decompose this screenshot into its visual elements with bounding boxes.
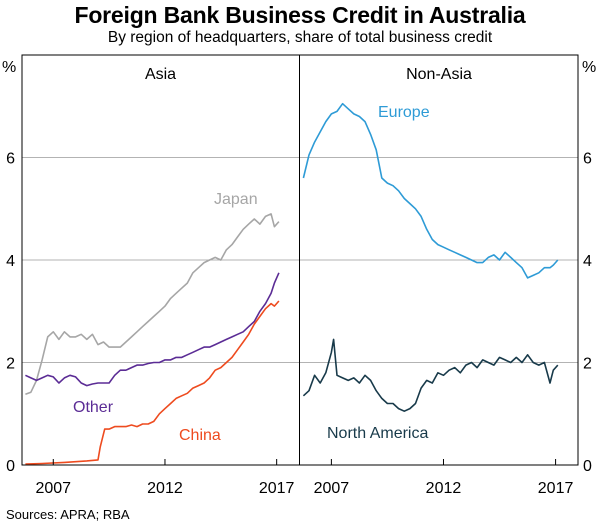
series-line-north-america bbox=[302, 338, 559, 412]
x-tick-label: 2017 bbox=[538, 480, 574, 497]
series-label-china: China bbox=[179, 427, 221, 444]
chart-labels: 2007 2012 2017 Asia 2007 2012 2017 Non-Asia 0 0 2 2… bbox=[2, 59, 596, 497]
y-tick-label-left: 2 bbox=[6, 356, 15, 373]
series-line-europe bbox=[302, 102, 559, 279]
series-lines bbox=[25, 102, 559, 465]
y-unit-left: % bbox=[2, 59, 16, 76]
y-tick-label-right: 6 bbox=[583, 151, 592, 168]
series-label-other: Other bbox=[73, 399, 114, 416]
series-label-europe: Europe bbox=[378, 104, 430, 121]
y-tick-label-right: 2 bbox=[583, 356, 592, 373]
y-tick-label-left: 6 bbox=[6, 151, 15, 168]
y-tick-label-right: 0 bbox=[583, 458, 592, 475]
x-tick-label: 2012 bbox=[426, 480, 462, 497]
series-label-north-america: North America bbox=[327, 425, 428, 442]
series-label-japan: Japan bbox=[214, 191, 258, 208]
panel-label-0: Asia bbox=[145, 66, 176, 83]
y-unit-right: % bbox=[582, 59, 596, 76]
series-line-japan bbox=[25, 213, 280, 396]
panel-label-1: Non-Asia bbox=[406, 66, 472, 83]
x-tick-label: 2007 bbox=[314, 480, 350, 497]
source-note: Sources: APRA; RBA bbox=[6, 507, 130, 522]
x-tick-label: 2017 bbox=[259, 480, 295, 497]
series-line-china bbox=[25, 300, 280, 465]
x-tick-label: 2012 bbox=[147, 480, 183, 497]
chart-frame bbox=[21, 54, 579, 466]
chart-subtitle: By region of headquarters, share of tota… bbox=[107, 29, 493, 46]
series-line-other bbox=[25, 272, 280, 387]
y-tick-label-left: 4 bbox=[6, 253, 15, 270]
y-tick-label-left: 0 bbox=[6, 458, 15, 475]
x-tick-label: 2007 bbox=[35, 480, 71, 497]
chart-title: Foreign Bank Business Credit in Australi… bbox=[74, 2, 526, 28]
y-tick-label-right: 4 bbox=[583, 253, 592, 270]
